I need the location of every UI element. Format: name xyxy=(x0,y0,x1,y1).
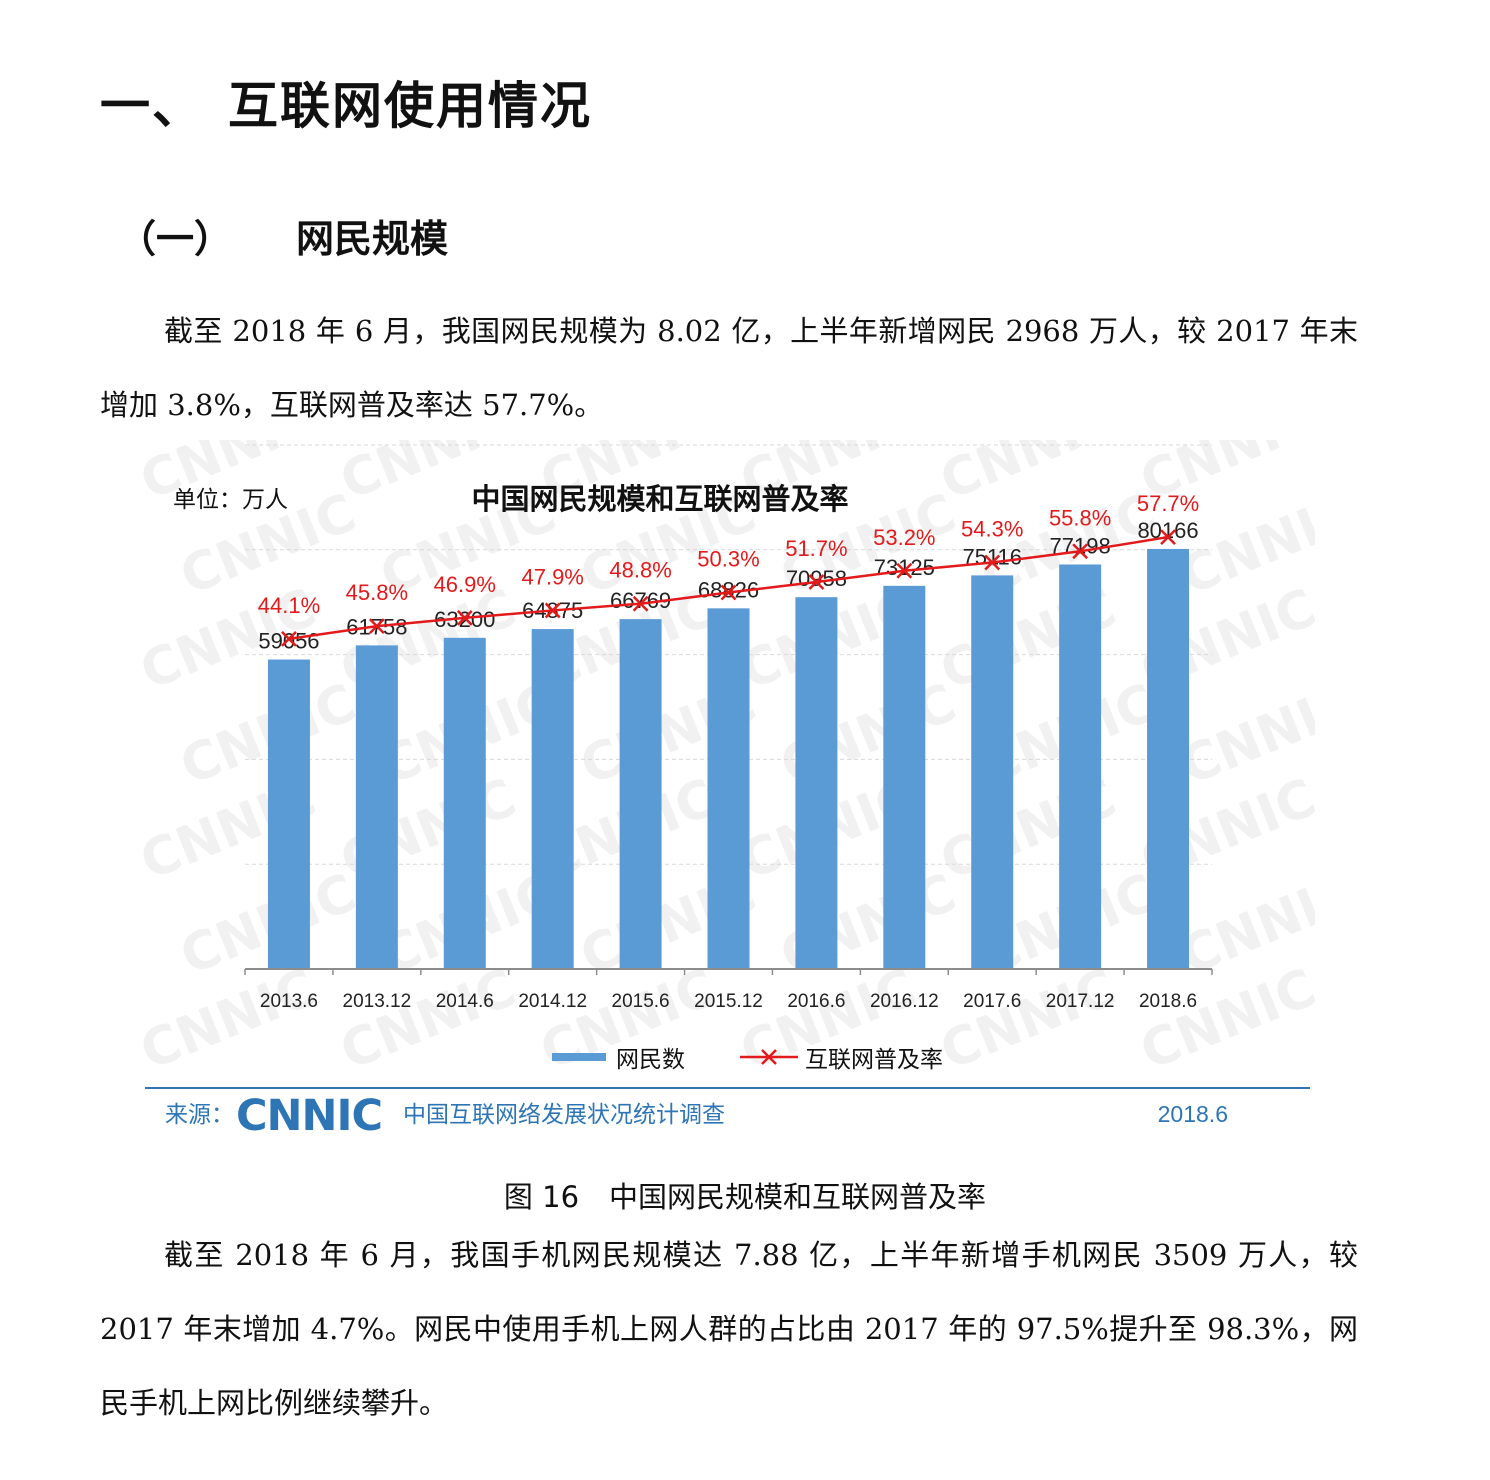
rate-marker xyxy=(720,584,737,601)
legend: 网民数 互联网普及率 xyxy=(552,1046,943,1072)
source-date: 2018.6 xyxy=(1158,1101,1228,1127)
bar xyxy=(971,575,1014,969)
x-tick-label: 2017.12 xyxy=(1046,991,1115,1012)
x-tick-label: 2015.6 xyxy=(612,991,670,1012)
bar-data-label: 80166 xyxy=(1137,518,1198,543)
source-name: 中国互联网络发展状况统计调查 xyxy=(403,1101,725,1127)
rate-marker xyxy=(281,630,297,647)
bar xyxy=(443,637,486,969)
rate-data-label: 54.3% xyxy=(961,517,1023,542)
legend-label-bars: 网民数 xyxy=(616,1046,685,1072)
subsection-number: （一） xyxy=(118,216,233,261)
line-layer: 44.1% 45.8% 46.9% 47.9% 48.8% 50.3% 51.7% 53.2%… xyxy=(258,491,1199,647)
legend-label-line: 互联网普及率 xyxy=(805,1046,943,1072)
figure-caption: 图 16 中国网民规模和互联网普及率 xyxy=(0,1174,1490,1216)
rate-data-label: 51.7% xyxy=(785,536,847,561)
x-tick-label: 2015.12 xyxy=(694,991,763,1012)
x-tick-label: 2016.12 xyxy=(870,991,939,1012)
bar xyxy=(355,645,398,969)
bar-data-label: 73125 xyxy=(874,555,935,580)
watermark-text: CNNIC xyxy=(332,958,524,1082)
rate-marker xyxy=(544,602,561,619)
bar xyxy=(619,619,662,969)
paragraph-1: 截至 2018 年 6 月，我国网民规模为 8.02 亿，上半年新增网民 296… xyxy=(100,314,1358,422)
unit-label: 单位：万人 xyxy=(173,486,288,512)
chart-title: 中国网民规模和互联网普及率 xyxy=(471,482,848,516)
rate-data-label: 55.8% xyxy=(1049,505,1111,530)
x-tick-label: 2016.6 xyxy=(787,991,845,1012)
rate-marker xyxy=(632,595,649,612)
watermark-text: CNNIC xyxy=(1132,958,1315,1082)
watermark-text: CNNIC xyxy=(932,958,1124,1082)
bar-data-label: 59056 xyxy=(258,629,319,654)
caption-title: 中国网民规模和互联网普及率 xyxy=(609,1180,987,1214)
bar xyxy=(1147,548,1190,969)
section-title: 互联网使用情况 xyxy=(228,77,592,135)
paragraph-2: 截至 2018 年 6 月，我国手机网民规模达 7.88 亿，上半年新增手机网民… xyxy=(100,1238,1358,1420)
section-number: 一、 xyxy=(100,77,204,135)
rate-marker xyxy=(896,562,913,579)
rate-marker xyxy=(456,610,473,626)
rate-marker xyxy=(1160,529,1176,545)
subsection-heading: （一） 网民规模 xyxy=(118,208,448,263)
subsection-title: 网民规模 xyxy=(296,216,449,261)
x-tick-label: 2013.12 xyxy=(343,991,412,1012)
rate-data-label: 46.9% xyxy=(434,572,496,597)
source-label: 来源： xyxy=(165,1101,234,1127)
section-heading: 一、 互联网使用情况 xyxy=(100,66,592,138)
rate-data-label: 57.7% xyxy=(1137,491,1199,516)
x-tick-label: 2017.6 xyxy=(963,991,1021,1012)
cnnic-logo: CNNIC xyxy=(236,1091,382,1141)
bar xyxy=(1059,564,1102,969)
bar xyxy=(883,585,926,969)
rate-data-label: 47.9% xyxy=(521,564,583,589)
bar xyxy=(531,629,574,969)
x-tick-label: 2014.12 xyxy=(518,991,587,1012)
x-tick-label: 2014.6 xyxy=(436,991,494,1012)
rate-marker xyxy=(984,554,1001,571)
rate-data-label: 48.8% xyxy=(609,558,671,583)
rate-data-label: 45.8% xyxy=(346,580,408,605)
bar-layer: 5905661758632006487566769688267095873125… xyxy=(258,518,1199,969)
bar xyxy=(707,608,750,969)
rate-marker xyxy=(368,618,385,635)
legend-marker-icon xyxy=(761,1049,777,1065)
bar xyxy=(795,597,838,969)
rate-data-label: 44.1% xyxy=(258,593,320,618)
rate-marker xyxy=(1072,543,1089,560)
chart-figure: CNNIC CNNIC CNNIC CNNIC CNNIC CNNIC CNNIC CNNIC… xyxy=(140,440,1315,1145)
axis-layer: 2013.6 2013.12 2014.6 2014.12 2015.6 2015.12 2… xyxy=(244,968,1213,1012)
watermark-text: CNNIC xyxy=(140,958,324,1082)
legend-swatch-bars xyxy=(552,1053,606,1061)
bar xyxy=(267,659,310,969)
x-tick-label: 2013.6 xyxy=(260,991,318,1012)
caption-number: 图 16 xyxy=(503,1180,580,1214)
rate-marker xyxy=(808,574,825,590)
rate-data-label: 50.3% xyxy=(697,546,759,571)
x-tick-label: 2018.6 xyxy=(1139,991,1197,1012)
rate-data-label: 53.2% xyxy=(873,525,935,550)
